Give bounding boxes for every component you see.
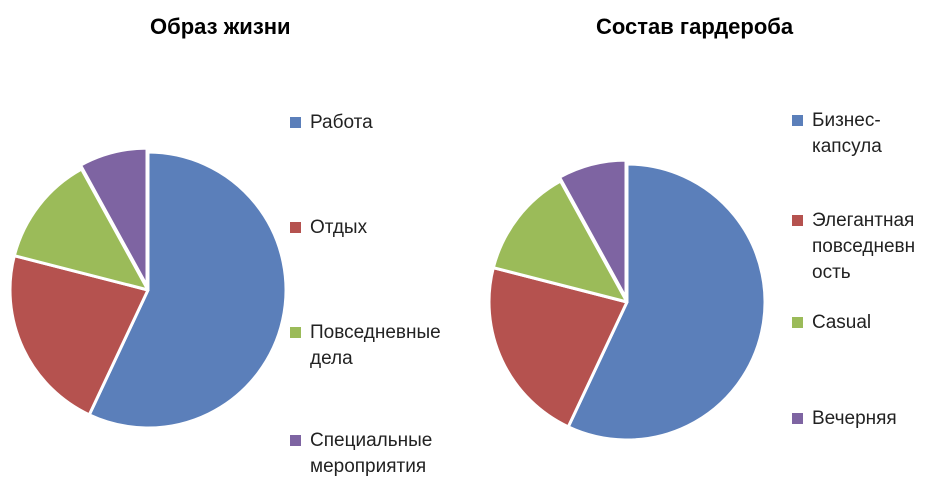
legend-swatch bbox=[290, 117, 301, 128]
legend-label-line: капсула bbox=[812, 136, 882, 157]
legend-swatch bbox=[792, 115, 803, 126]
legend-swatch bbox=[290, 222, 301, 233]
lifestyle-chart: Образ жизни Работа Отдых Повседневные дела С… bbox=[8, 14, 441, 480]
legend-item: Специальные мероприятия bbox=[290, 428, 432, 480]
legend-label-line: Элегантная bbox=[812, 210, 915, 231]
legend-swatch bbox=[792, 215, 803, 226]
legend-item: Работа bbox=[290, 110, 373, 136]
legend-item: Элегантная повседневн ость bbox=[792, 208, 915, 286]
legend-swatch bbox=[290, 435, 301, 446]
legend-label: Отдых bbox=[310, 215, 367, 241]
pie-slice-1 bbox=[87, 150, 288, 430]
legend-swatch bbox=[290, 327, 301, 338]
legend-label-line: Отдых bbox=[310, 217, 368, 238]
legend-label-line: Работа bbox=[310, 112, 373, 133]
legend-label: Casual bbox=[812, 310, 871, 336]
legend-label-line: ость bbox=[812, 262, 851, 283]
legend-label-line: Вечерняя bbox=[812, 408, 897, 429]
legend-item: Casual bbox=[792, 310, 871, 336]
legend-swatch bbox=[792, 317, 803, 328]
legend-label: Повседневные дела bbox=[310, 320, 441, 372]
legend-label: Бизнес-капсула bbox=[812, 108, 882, 160]
legend-label-line: мероприятия bbox=[310, 456, 427, 477]
legend-item: Отдых bbox=[290, 215, 367, 241]
chart-title: Образ жизни bbox=[150, 14, 291, 39]
pie-slice-1 bbox=[566, 162, 767, 442]
legend-label-line: Специальные bbox=[310, 430, 433, 451]
legend-item: Повседневные дела bbox=[290, 320, 441, 372]
legend-label-line: повседневн bbox=[812, 236, 916, 257]
legend-label: Вечерняя bbox=[812, 406, 897, 432]
pie-slice-4 bbox=[558, 158, 628, 300]
wardrobe-chart: Состав гардероба Бизнес-капсула Элегантна… bbox=[470, 0, 934, 500]
legend-label-line: Повседневные bbox=[310, 322, 441, 343]
pie-slice-3 bbox=[12, 167, 150, 292]
legend-item: Вечерняя bbox=[792, 406, 897, 432]
pie-slice-2 bbox=[8, 254, 150, 417]
chart-title: Состав гардероба bbox=[596, 14, 794, 39]
legend-label: Специальные мероприятия bbox=[310, 428, 432, 480]
legend-label-line: Casual bbox=[812, 312, 872, 333]
legend-label: Работа bbox=[310, 110, 373, 136]
pie-slice-3 bbox=[491, 179, 629, 304]
legend-label: Элегантная повседневн ость bbox=[812, 208, 915, 286]
pie-slice-4 bbox=[79, 146, 149, 288]
pie-plot bbox=[8, 146, 288, 430]
pie-plot bbox=[487, 158, 767, 442]
legend-item: Бизнес-капсула bbox=[792, 108, 882, 160]
legend-label-line: дела bbox=[310, 348, 353, 369]
pie-slice-2 bbox=[487, 266, 629, 429]
legend-swatch bbox=[792, 413, 803, 424]
legend-label-line: Бизнес- bbox=[812, 110, 881, 131]
